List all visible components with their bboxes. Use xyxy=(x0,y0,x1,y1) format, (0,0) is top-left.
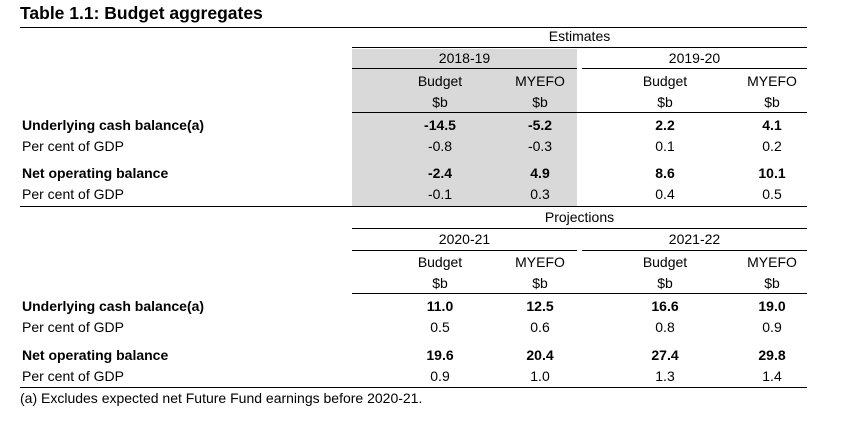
table-cell: -0.3 xyxy=(527,138,553,154)
table-cell: 0.4 xyxy=(655,186,675,202)
rule-top xyxy=(20,27,807,28)
unit-header: $b xyxy=(764,275,780,291)
table-cell: 0.2 xyxy=(762,138,782,154)
table-cell: 16.6 xyxy=(651,298,679,314)
column-header: MYEFO xyxy=(747,254,797,270)
unit-header: $b xyxy=(532,275,548,291)
year-header: 2019-20 xyxy=(668,50,721,66)
column-header: MYEFO xyxy=(515,73,565,89)
section-heading-estimates: Estimates xyxy=(548,28,611,44)
unit-header: $b xyxy=(532,94,548,110)
table-cell: -5.2 xyxy=(527,117,553,133)
unit-header: $b xyxy=(432,275,448,291)
table-cell: 0.8 xyxy=(655,319,675,335)
table-cell: 10.1 xyxy=(758,165,786,181)
table-cell: -0.8 xyxy=(427,138,453,154)
column-header: MYEFO xyxy=(747,73,797,89)
footnote: (a) Excludes expected net Future Fund ea… xyxy=(20,390,423,406)
row-label: Underlying cash balance(a) xyxy=(22,298,205,314)
table-cell: -0.1 xyxy=(427,186,453,202)
table-cell: 0.6 xyxy=(530,319,550,335)
year-header: 2020-21 xyxy=(438,231,491,247)
rule-year xyxy=(352,68,577,69)
row-label: Per cent of GDP xyxy=(22,368,124,384)
table-cell: 19.6 xyxy=(426,347,454,363)
table-cell: 4.1 xyxy=(762,117,782,133)
row-label: Net operating balance xyxy=(22,347,169,363)
unit-header: $b xyxy=(657,275,673,291)
table-cell: 2.2 xyxy=(655,117,675,133)
column-header: Budget xyxy=(417,73,463,89)
table-cell: 1.3 xyxy=(655,368,675,384)
column-header: MYEFO xyxy=(515,254,565,270)
table-cell: 29.8 xyxy=(758,347,786,363)
rule-units xyxy=(352,293,807,294)
row-label: Per cent of GDP xyxy=(22,186,124,202)
shaded-column-block xyxy=(352,49,577,207)
table-cell: 4.9 xyxy=(530,165,550,181)
column-header: Budget xyxy=(417,254,463,270)
rule-estimates xyxy=(352,47,807,48)
table-cell: -14.5 xyxy=(424,117,456,133)
table-cell: 0.5 xyxy=(430,319,450,335)
unit-header: $b xyxy=(764,94,780,110)
rule-year xyxy=(582,68,807,69)
table-title: Table 1.1: Budget aggregates xyxy=(20,3,263,23)
year-header: 2018-19 xyxy=(438,50,491,66)
row-label: Net operating balance xyxy=(22,165,169,181)
table-cell: 1.0 xyxy=(530,368,550,384)
table-cell: 0.1 xyxy=(655,138,675,154)
rule-year xyxy=(352,250,577,251)
table-cell: 12.5 xyxy=(526,298,554,314)
table-cell: 1.4 xyxy=(762,368,782,384)
rule-bottom xyxy=(20,387,807,388)
table-cell: 0.3 xyxy=(530,186,550,202)
table-cell: 20.4 xyxy=(526,347,554,363)
row-label: Per cent of GDP xyxy=(22,319,124,335)
unit-header: $b xyxy=(432,94,448,110)
table-cell: 0.9 xyxy=(762,319,782,335)
table-cell: 0.5 xyxy=(762,186,782,202)
rule-projections xyxy=(352,228,807,229)
rule-year xyxy=(582,250,807,251)
row-label: Underlying cash balance(a) xyxy=(22,117,205,133)
column-header: Budget xyxy=(642,254,688,270)
column-header: Budget xyxy=(642,73,688,89)
table-cell: 11.0 xyxy=(426,298,454,314)
row-label: Per cent of GDP xyxy=(22,138,124,154)
table-cell: 8.6 xyxy=(655,165,675,181)
table-cell: 0.9 xyxy=(430,368,450,384)
rule-units xyxy=(352,112,807,113)
section-heading-projections: Projections xyxy=(544,209,615,225)
table-cell: 27.4 xyxy=(651,347,679,363)
unit-header: $b xyxy=(657,94,673,110)
year-header: 2021-22 xyxy=(668,231,721,247)
table-cell: -2.4 xyxy=(427,165,453,181)
table-cell: 19.0 xyxy=(758,298,786,314)
rule-section-end xyxy=(20,206,807,207)
